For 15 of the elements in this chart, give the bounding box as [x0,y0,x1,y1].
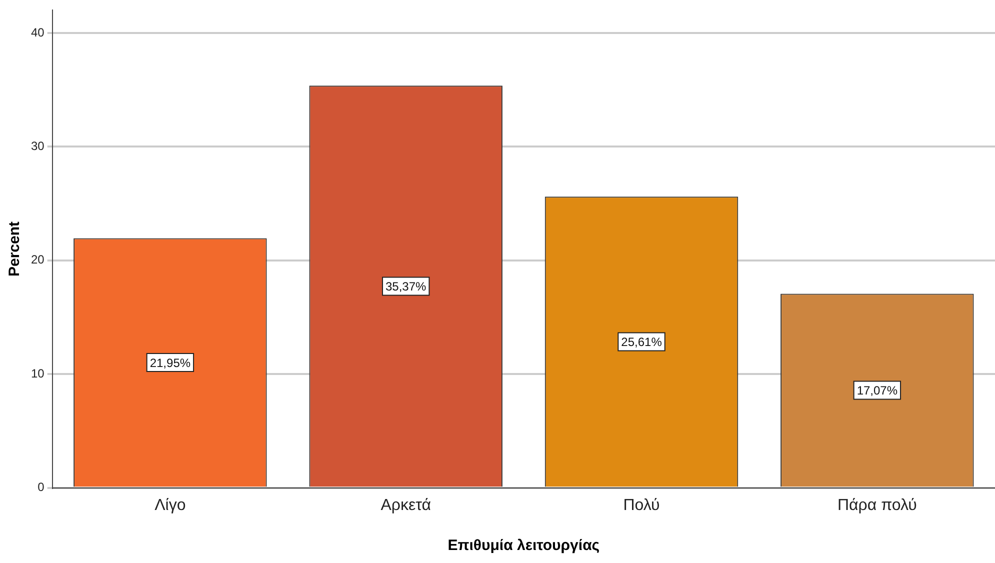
y-tick-label: 0 [38,480,45,494]
y-axis-title: Percent [6,221,24,277]
x-tick-label: Πολύ [623,496,660,514]
y-tick-label: 20 [30,252,45,267]
x-tick-label: Αρκετά [380,496,431,514]
data-label: 21,95% [150,356,191,370]
y-tick-label: 30 [30,138,45,153]
data-label: 35,37% [385,280,427,294]
y-tick-label: 10 [30,366,45,380]
data-label: 25,61% [621,335,662,349]
x-axis-title: Επιθυμία λειτουργίας [448,537,600,554]
y-tick-label: 40 [30,25,45,40]
data-label: 17,07% [856,384,898,398]
x-tick-label: Πάρα πολύ [837,496,917,514]
x-tick-label: Λίγο [154,496,186,514]
